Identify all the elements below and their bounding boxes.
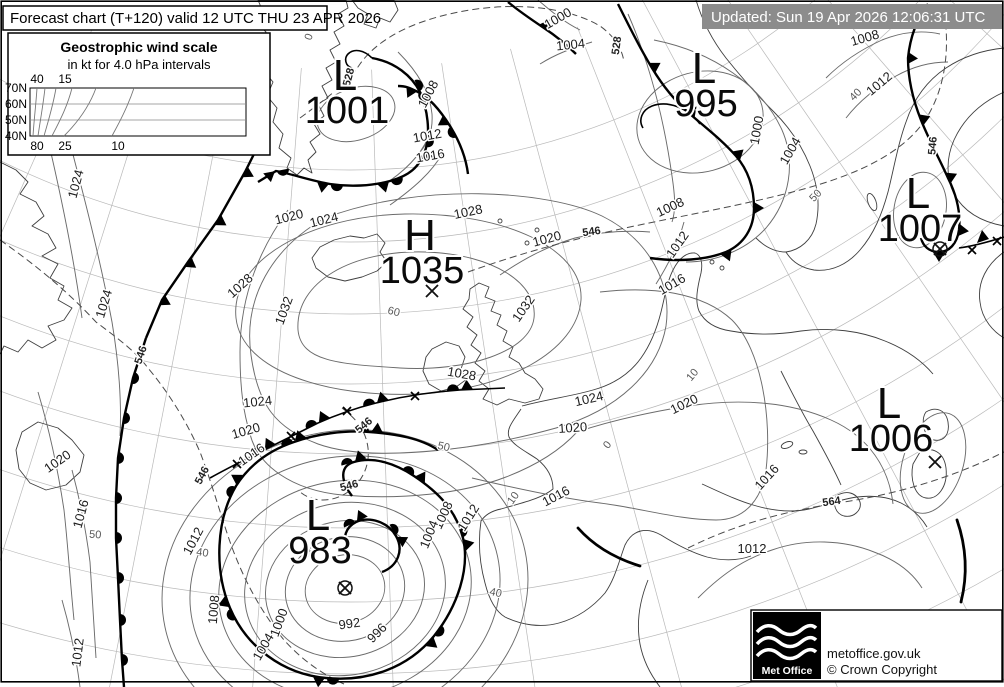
pressure-center-letter: L (692, 44, 716, 93)
isobar-label: 1024 (242, 393, 272, 411)
graticule-label: 60 (386, 305, 401, 320)
logo-waves-icon (755, 623, 818, 661)
isobar-label: 1004 (555, 36, 585, 54)
lat-label-50n: 50N (5, 113, 27, 127)
title-bar: Forecast chart (T+120) valid 12 UTC THU … (2, 5, 381, 31)
pressure-center-value: 1007 (878, 208, 963, 250)
isobar-label: 1000 (747, 115, 767, 146)
pressure-center-cross (425, 284, 439, 298)
lat-label-60n: 60N (5, 97, 27, 111)
isobar-label: 1012 (412, 126, 443, 146)
graticule-label: 50 (89, 529, 102, 542)
pressure-center-value: 1006 (849, 418, 934, 460)
scale-top-15: 15 (58, 72, 72, 86)
isobar-label: 1012 (68, 637, 86, 668)
front-layer (114, 1, 1004, 687)
scale-top-40: 40 (30, 72, 44, 86)
pressure-center-cross (928, 455, 942, 469)
updated-banner: Updated: Sun 19 Apr 2026 12:06:31 UTC (702, 4, 1002, 29)
logo-wordmark: Met Office (762, 665, 813, 677)
metoffice-logo-box: Met Office metoffice.gov.uk © Crown Copy… (750, 609, 1003, 682)
wind-scale-curves (32, 87, 135, 137)
graticule-label: 30 (303, 547, 317, 561)
occluded-inner-low-983 (343, 509, 409, 574)
wind-scale-legend: Geostrophic wind scale in kt for 4.0 hPa… (5, 32, 271, 156)
updated-timestamp: Updated: Sun 19 Apr 2026 12:06:31 UTC (711, 9, 986, 26)
isobar-label: 1012 (738, 541, 767, 556)
graticule-label: 50 (436, 440, 451, 454)
thickness-label: 564 (822, 495, 843, 510)
isobar-label: 1016 (415, 146, 446, 166)
scale-bottom-10: 10 (111, 139, 125, 153)
pressure-center-value: 995 (674, 83, 737, 125)
pressure-center-value: 1035 (380, 250, 465, 292)
website-text: metoffice.gov.uk (827, 646, 921, 661)
scale-bottom-80: 80 (30, 139, 44, 153)
graticule-label: 40 (488, 586, 502, 600)
thickness-label: 528 (610, 36, 624, 56)
isobar-label: 1028 (446, 364, 477, 384)
wind-scale-title: Geostrophic wind scale (60, 39, 217, 55)
pressure-center-letter: L (877, 379, 901, 428)
trough-spain (576, 526, 642, 568)
cold-front-low-995 (616, 3, 764, 262)
occlusion-center-marker (337, 580, 353, 596)
trough-mediterranean (955, 518, 967, 604)
wind-scale-subtitle: in kt for 4.0 hPa intervals (67, 57, 211, 72)
scale-bottom-25: 25 (58, 139, 72, 153)
copyright-text: © Crown Copyright (827, 662, 937, 677)
occlusion-center-marker (932, 241, 948, 257)
pressure-center-letter: L (906, 169, 930, 218)
warm-front-atlantic (114, 337, 148, 687)
pressure-center-letter: H (404, 211, 436, 260)
graticule-label: 40 (196, 546, 210, 560)
isobar-label: 992 (338, 615, 362, 633)
thickness-label: 546 (582, 225, 602, 239)
cold-front-norway (906, 3, 969, 262)
cold-front-north (507, 1, 577, 55)
pressure-center-value: 1001 (305, 90, 390, 132)
pressure-center-value: 983 (288, 530, 351, 572)
pressure-center-letter: L (306, 491, 330, 540)
pressure-center-letter: L (333, 51, 357, 100)
isobar-label: 1020 (558, 419, 588, 436)
thickness-label: 546 (926, 136, 940, 155)
occluded-front-scotland (397, 84, 470, 175)
lat-label-40n: 40N (5, 129, 27, 143)
lat-label-70n: 70N (5, 81, 27, 95)
cold-front-greenland (144, 131, 267, 339)
isobar-label: 1008 (205, 595, 222, 625)
chart-title: Forecast chart (T+120) valid 12 UTC THU … (10, 10, 381, 27)
